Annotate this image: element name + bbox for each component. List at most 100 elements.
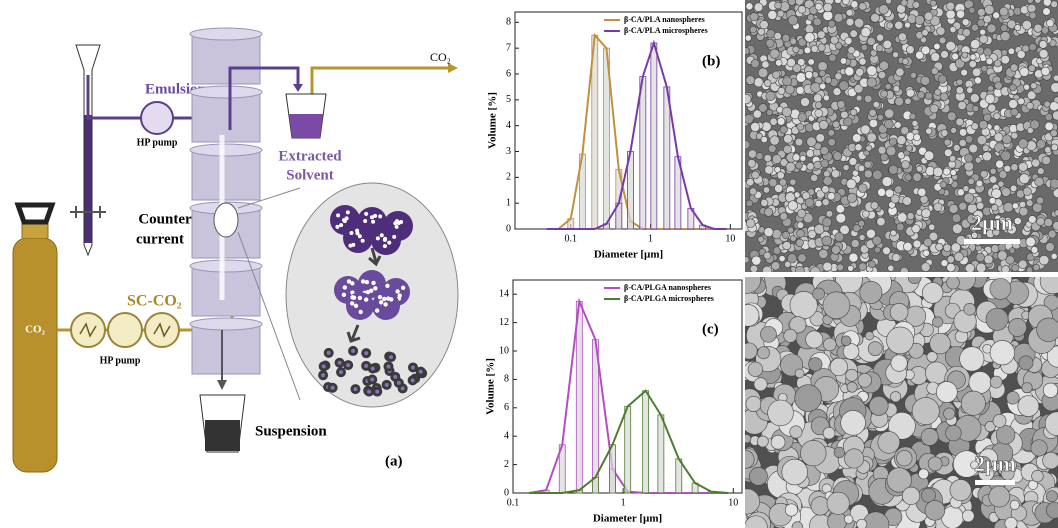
sem-sphere <box>846 369 858 381</box>
sem-sphere <box>775 60 782 67</box>
sem-sphere <box>823 427 835 439</box>
co2-cylinder <box>13 238 57 472</box>
sem-sphere <box>878 146 886 154</box>
sem-sphere <box>976 202 983 209</box>
scale-bar <box>964 239 1020 244</box>
sem-sphere <box>885 84 891 90</box>
sem-sphere <box>800 440 826 466</box>
sem-sphere <box>878 431 900 453</box>
sem-sphere <box>994 113 1001 120</box>
sem-sphere <box>952 214 961 223</box>
sem-sphere <box>872 236 881 245</box>
sem-sphere <box>970 94 979 103</box>
sem-sphere <box>840 58 847 65</box>
sem-sphere <box>746 3 753 10</box>
sem-sphere <box>798 6 806 14</box>
sem-sphere <box>741 94 751 104</box>
sem-sphere <box>795 266 804 275</box>
sem-sphere <box>1039 255 1049 265</box>
pore <box>373 286 377 290</box>
sem-sphere <box>756 153 763 160</box>
sem-sphere <box>846 18 854 26</box>
sem-sphere <box>773 71 781 79</box>
sem-sphere <box>1011 164 1018 171</box>
sem-sphere <box>777 118 785 126</box>
pore <box>386 296 390 300</box>
sem-sphere <box>841 336 851 346</box>
sem-sphere <box>903 197 912 206</box>
sem-sphere <box>1049 102 1058 111</box>
sem-sphere <box>785 85 794 94</box>
sem-sphere <box>846 179 856 189</box>
sem-sphere <box>1028 65 1035 72</box>
suspension <box>205 420 240 451</box>
sem-sphere <box>779 255 785 261</box>
pore <box>358 234 362 238</box>
sem-sphere <box>896 68 904 76</box>
sem-sphere <box>879 5 889 15</box>
sem-sphere <box>860 281 882 303</box>
sem-sphere <box>924 151 934 161</box>
sem-sphere <box>790 426 802 438</box>
pore <box>342 293 346 297</box>
sem-sphere <box>855 144 862 151</box>
sem-sphere <box>985 94 995 104</box>
y-tick-label: 1 <box>506 197 511 208</box>
sem-sphere <box>961 391 985 415</box>
sem-sphere <box>890 230 896 236</box>
sem-sphere <box>897 136 906 145</box>
sem-sphere <box>839 81 849 91</box>
sem-sphere <box>980 170 987 177</box>
sem-sphere <box>1001 50 1007 56</box>
sem-sphere <box>764 155 771 162</box>
sem-sphere <box>962 52 968 58</box>
sem-sphere <box>900 267 908 275</box>
arrow <box>217 380 227 390</box>
sem-sphere <box>858 184 867 193</box>
sem-sphere <box>956 79 962 85</box>
sem-sphere <box>990 278 1011 299</box>
x-tick-label: 10 <box>728 497 738 508</box>
sem-sphere <box>1013 7 1021 15</box>
x-tick-label: 10 <box>725 233 735 244</box>
sem-sphere <box>793 46 799 52</box>
sem-sphere <box>950 170 956 176</box>
sem-sphere <box>998 251 1008 261</box>
x-tick-label: 1 <box>648 233 653 244</box>
sem-sphere <box>890 392 900 402</box>
sem-sphere <box>783 77 792 86</box>
sem-sphere <box>1014 217 1021 224</box>
y-tick-label: 6 <box>504 402 509 413</box>
particle-core <box>321 373 325 377</box>
pore <box>346 210 350 214</box>
bar <box>576 301 582 493</box>
sem-sphere <box>882 177 892 187</box>
sem-sphere <box>883 247 891 255</box>
sem-sphere <box>987 85 993 91</box>
sem-sphere <box>795 0 803 5</box>
sem-sphere <box>979 35 988 44</box>
sem-sphere <box>752 171 760 179</box>
sem-sphere <box>980 29 986 35</box>
sem-sphere <box>770 49 779 58</box>
sem-sphere <box>940 181 947 188</box>
sem-sphere <box>933 167 943 177</box>
pore <box>349 231 353 235</box>
sem-sphere <box>893 52 899 58</box>
sem-sphere <box>831 170 839 178</box>
sem-sphere <box>823 292 850 319</box>
cylinder-label: CO₂ <box>25 324 46 336</box>
sem-sphere <box>1034 24 1042 32</box>
sem-sphere <box>878 71 886 79</box>
co2-outlet-line <box>312 68 450 95</box>
column-label: Counter <box>138 211 192 227</box>
sem-sphere <box>843 165 849 171</box>
sem-sphere <box>946 2 954 10</box>
sem-sphere <box>800 97 809 106</box>
sem-sphere <box>950 479 971 500</box>
sem-sphere <box>770 136 780 146</box>
sem-sphere <box>795 162 802 169</box>
bar <box>658 415 664 493</box>
particle-core <box>389 355 393 359</box>
sem-sphere <box>850 30 858 38</box>
